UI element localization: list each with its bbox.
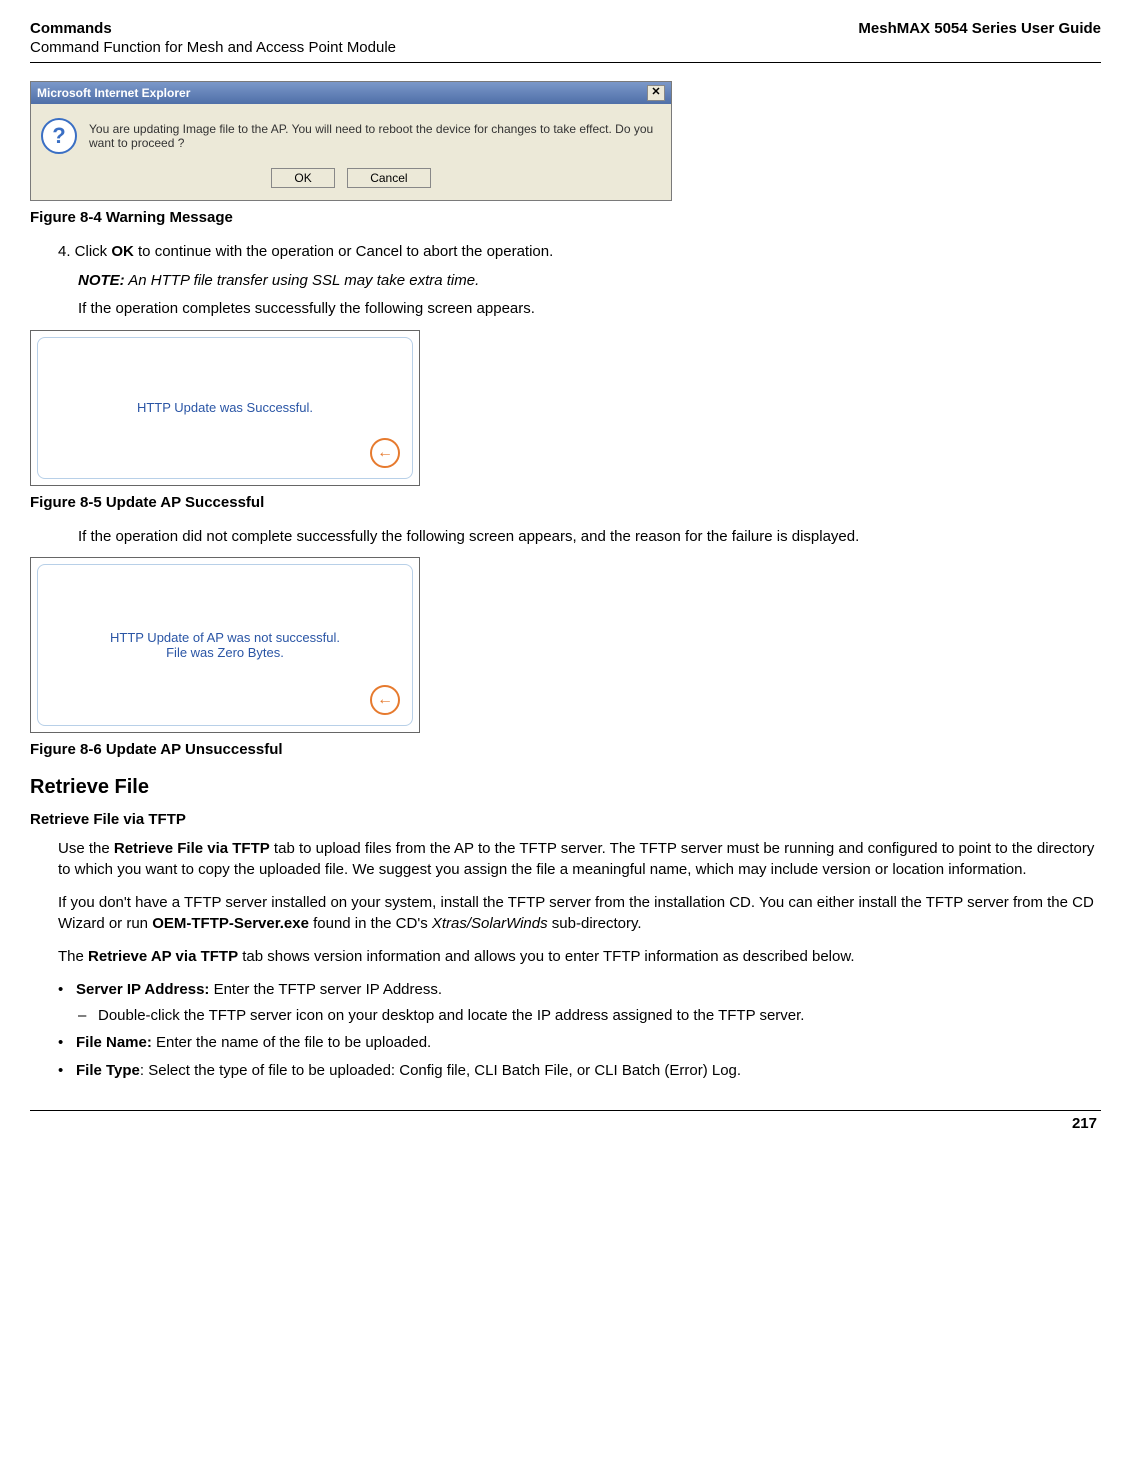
para1-b: Retrieve File via TFTP [114, 840, 270, 857]
b1-text: Enter the TFTP server IP Address. [209, 981, 442, 998]
step-4-text: 4. Click OK to continue with the operati… [58, 242, 1101, 262]
bullet-file-name: File Name: Enter the name of the file to… [58, 1032, 1101, 1054]
figure-8-4-caption: Figure 8-4 Warning Message [30, 209, 1101, 226]
note-label: NOTE: [78, 272, 125, 289]
step4-prefix: 4. Click [58, 243, 111, 260]
retrieve-file-tftp-heading: Retrieve File via TFTP [30, 811, 1101, 828]
close-icon[interactable]: ✕ [647, 85, 665, 101]
fail-panel: HTTP Update of AP was not successful. Fi… [30, 557, 420, 733]
cancel-button[interactable]: Cancel [347, 168, 430, 188]
para3-b: Retrieve AP via TFTP [88, 948, 238, 965]
bullet-file-type: File Type: Select the type of file to be… [58, 1060, 1101, 1082]
back-arrow-icon[interactable]: ← [370, 438, 400, 468]
para2-b: OEM-TFTP-Server.exe [152, 915, 309, 932]
header-left-sub: Command Function for Mesh and Access Poi… [30, 39, 1101, 56]
bullet-list: Server IP Address: Enter the TFTP server… [58, 979, 1101, 1082]
para3-a: The [58, 948, 88, 965]
para1-a: Use the [58, 840, 114, 857]
figure-8-5-caption: Figure 8-5 Update AP Successful [30, 494, 1101, 511]
b2-text: Enter the name of the file to be uploade… [152, 1034, 431, 1051]
ie-dialog-titlebar: Microsoft Internet Explorer ✕ [31, 82, 671, 104]
para-3: The Retrieve AP via TFTP tab shows versi… [58, 946, 1101, 967]
header-right: MeshMAX 5054 Series User Guide [858, 20, 1101, 37]
para-1: Use the Retrieve File via TFTP tab to up… [58, 838, 1101, 880]
b2-label: File Name: [76, 1034, 152, 1051]
note-body: An HTTP file transfer using SSL may take… [125, 272, 480, 289]
success-text: HTTP Update was Successful. [137, 400, 313, 415]
sub-bullet-doubleclick: Double-click the TFTP server icon on you… [76, 1005, 1101, 1027]
header-left-top: Commands [30, 20, 112, 37]
figure-8-6-caption: Figure 8-6 Update AP Unsuccessful [30, 741, 1101, 758]
b1-label: Server IP Address: [76, 981, 209, 998]
success-panel-inner: HTTP Update was Successful. ← [37, 337, 413, 479]
ie-dialog-title: Microsoft Internet Explorer [37, 86, 190, 100]
ie-dialog-message: You are updating Image file to the AP. Y… [89, 122, 661, 150]
footer-divider [30, 1110, 1101, 1111]
step4-bold: OK [111, 243, 134, 260]
para2-d: Xtras/SolarWinds [432, 915, 548, 932]
para3-c: tab shows version information and allows… [238, 948, 854, 965]
question-icon: ? [41, 118, 77, 154]
header-divider [30, 62, 1101, 63]
retrieve-file-heading: Retrieve File [30, 776, 1101, 799]
b3-text: : Select the type of file to be uploaded… [140, 1062, 741, 1079]
page-number: 217 [30, 1115, 1101, 1132]
bullet-server-ip: Server IP Address: Enter the TFTP server… [58, 979, 1101, 1027]
fail-line2: File was Zero Bytes. [110, 645, 340, 660]
step4-suffix: to continue with the operation or Cancel… [134, 243, 553, 260]
fail-line1: HTTP Update of AP was not successful. [110, 630, 340, 645]
note-line: NOTE: An HTTP file transfer using SSL ma… [78, 272, 1101, 289]
success-panel: HTTP Update was Successful. ← [30, 330, 420, 486]
para2-c: found in the CD's [309, 915, 432, 932]
back-arrow-icon[interactable]: ← [370, 685, 400, 715]
ie-dialog: Microsoft Internet Explorer ✕ ? You are … [30, 81, 672, 201]
b3-label: File Type [76, 1062, 140, 1079]
fail-panel-inner: HTTP Update of AP was not successful. Fi… [37, 564, 413, 726]
para-2: If you don't have a TFTP server installe… [58, 892, 1101, 934]
fail-intro: If the operation did not complete succes… [78, 527, 1101, 547]
after-note-text: If the operation completes successfully … [78, 299, 1101, 319]
para2-e: sub-directory. [548, 915, 642, 932]
ok-button[interactable]: OK [271, 168, 334, 188]
